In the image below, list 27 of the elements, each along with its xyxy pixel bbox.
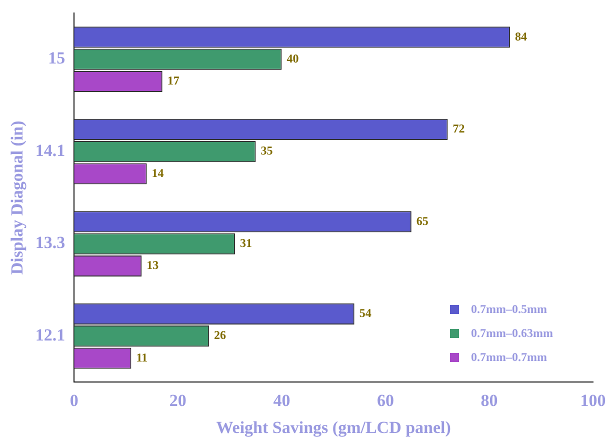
data-label: 31	[240, 236, 252, 250]
legend-label: 0.7mm–0.5mm	[471, 302, 547, 318]
x-tick-label: 40	[273, 390, 290, 410]
legend-label: 0.7mm–0.63mm	[471, 326, 553, 342]
data-label: 84	[514, 29, 527, 44]
data-label: 35	[260, 144, 273, 158]
x-tick-label: 100	[580, 390, 606, 410]
data-label: 11	[136, 350, 148, 364]
data-label: 65	[416, 214, 428, 228]
legend-label: 0.7mm–0.7mm	[471, 350, 547, 366]
x-tick-label: 60	[376, 390, 394, 410]
data-label: 54	[359, 306, 372, 320]
data-label: 13	[146, 258, 159, 272]
y-axis-title: Display Diagonal (in)	[8, 120, 27, 275]
data-label: 17	[167, 74, 180, 88]
y-tick-label: 12.1	[35, 325, 66, 344]
data-label: 72	[452, 122, 465, 136]
x-tick-label: 20	[169, 390, 186, 410]
y-tick-label: 15	[48, 48, 66, 68]
data-label: 40	[286, 51, 299, 66]
x-tick-label: 80	[480, 390, 498, 410]
data-label: 14	[152, 166, 164, 180]
x-axis-title: Weight Savings (gm/LCD panel)	[216, 418, 451, 438]
y-tick-label: 13.3	[35, 233, 66, 252]
x-tick-label: 0	[70, 390, 78, 410]
y-tick-label: 14.1	[35, 140, 66, 160]
data-label: 26	[214, 328, 226, 342]
